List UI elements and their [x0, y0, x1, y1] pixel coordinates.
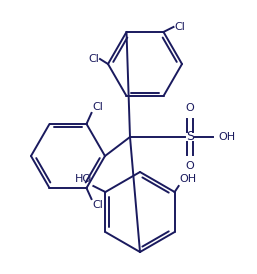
- Text: Cl: Cl: [93, 102, 103, 112]
- Text: Cl: Cl: [88, 54, 99, 64]
- Text: OH: OH: [180, 174, 197, 184]
- Text: Cl: Cl: [175, 22, 185, 32]
- Text: O: O: [186, 161, 194, 171]
- Text: O: O: [186, 103, 194, 113]
- Text: OH: OH: [218, 132, 235, 142]
- Text: S: S: [186, 130, 194, 144]
- Text: Cl: Cl: [93, 200, 103, 210]
- Text: HO: HO: [75, 174, 92, 184]
